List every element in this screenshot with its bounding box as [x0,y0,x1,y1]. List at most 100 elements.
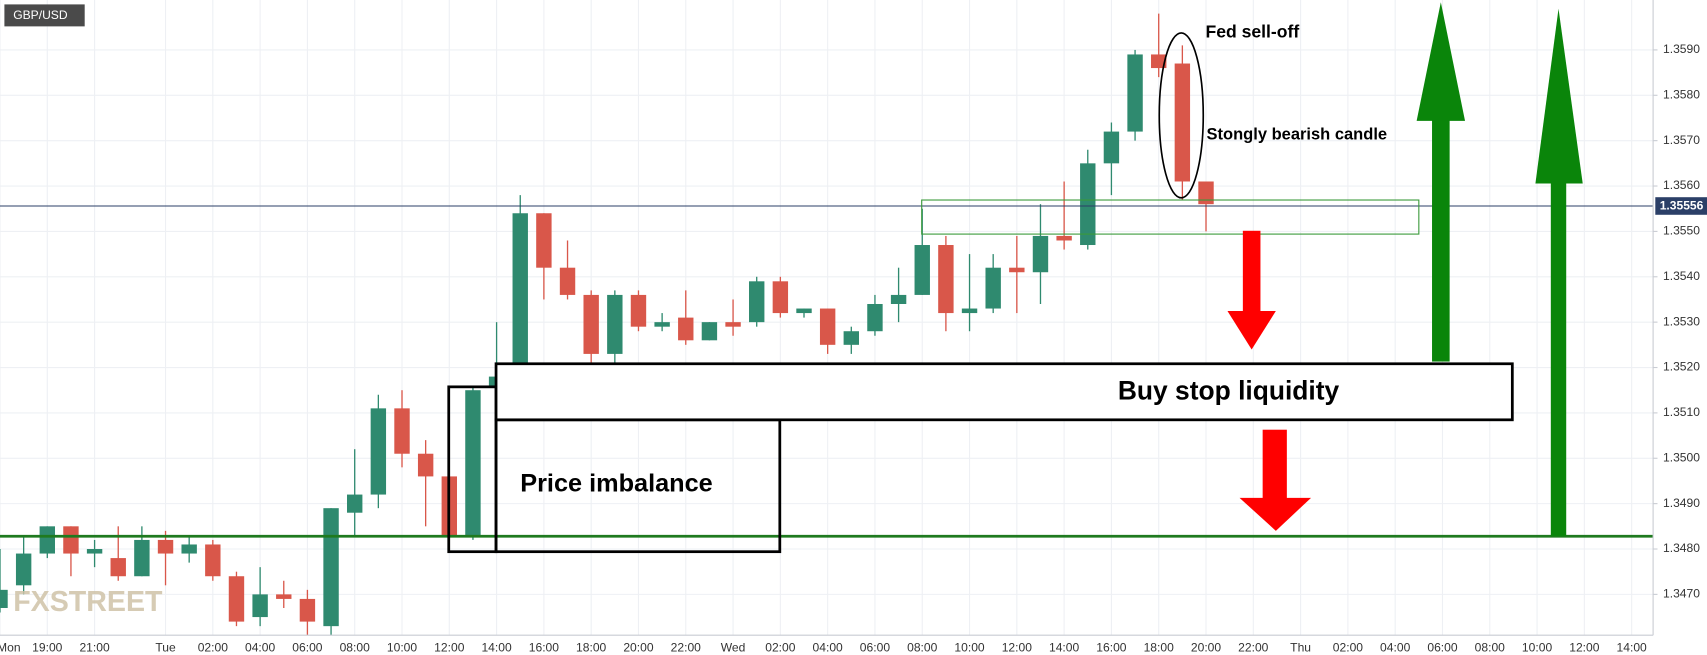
candle-body [536,213,552,268]
candle-body [1080,163,1096,246]
candle-body [39,526,55,554]
candle-ellipse [1158,32,1205,199]
x-tick-label: 10:00 [1522,641,1553,655]
symbol: GBP/USD [13,8,68,22]
candle-body [914,245,930,295]
candle-body [559,267,576,295]
x-tick-label: 14:00 [481,641,512,655]
x-tick-label: 04:00 [245,641,276,655]
candle-body [796,308,812,314]
candle-body [157,539,174,554]
x-tick-label: 06:00 [1427,641,1458,655]
y-tick-label: 1.3470 [1663,587,1700,601]
last-price-label: 1.35556 [1660,199,1704,213]
candle-body [465,390,481,536]
demand-zone [921,199,1420,235]
annotation: Stongly bearish candle [1207,126,1388,144]
candle-body [843,331,859,345]
candle-body [867,303,883,332]
candle-body [1127,54,1143,132]
x-tick-label: 18:00 [576,641,607,655]
candle-body [276,594,292,599]
y-tick-label: 1.3510 [1663,405,1700,419]
annotation: Buy stop liquidity [1118,375,1340,405]
x-tick-label: 02:00 [1333,641,1364,655]
candle-body [299,598,316,622]
y-tick-label: 1.3590 [1663,42,1700,56]
candle-body [630,294,647,327]
y-tick-label: 1.3480 [1663,541,1700,555]
annotations: Fed sell-off Stongly bearish candle Buy … [0,2,1654,618]
arrow-shaft [1242,230,1261,314]
candles [0,13,1654,636]
candle-body [1151,54,1167,69]
candle-body [725,322,741,327]
y-tick-label: 1.3490 [1663,496,1700,510]
x-tick-label: 06:00 [292,641,323,655]
x-tick-label: 16:00 [529,641,560,655]
y-tick-label: 1.3530 [1663,314,1700,328]
liquidity-box [494,362,1514,422]
x-tick-label: 06:00 [860,641,891,655]
x-tick-label: 22:00 [671,641,702,655]
candle-body [772,281,789,314]
axes: 1.3470 1.3480 1.3490 1.3500 1.3510 1.3520 1.35… [0,42,1707,655]
x-tick-label: 21:00 [79,641,110,655]
candle-body [654,322,670,327]
candle-body [1103,131,1120,164]
candle-body [347,494,363,513]
x-tick-label: 04:00 [1380,641,1411,655]
candle-body [86,549,103,554]
x-tick-label: 10:00 [387,641,418,655]
candle-body [228,576,245,622]
candle-body [678,317,694,341]
annotation: Fed sell-off [1205,22,1299,42]
arrow-shaft [1432,118,1450,362]
annotation: Price imbalance [520,469,712,497]
x-tick-label: 04:00 [813,641,844,655]
candle-body [607,294,623,354]
arrow-head [1227,311,1276,350]
candle-body [394,408,410,454]
candle-body [1174,63,1191,182]
x-tick-label: Thu [1290,641,1311,655]
y-tick-label: 1.3500 [1663,450,1700,464]
candle-body [110,558,126,577]
y-tick-label: 1.3560 [1663,178,1700,192]
arrow-head [1535,8,1583,184]
x-tick-label: 18:00 [1144,641,1175,655]
candle-body [323,508,339,627]
candle-body [819,308,836,345]
candle-body [205,544,221,577]
watermark: FXSTREET [13,586,163,618]
candle-body [512,213,528,373]
x-tick-label: 19:00 [32,641,63,655]
x-tick-label: 16:00 [1096,641,1127,655]
candle-body [181,544,197,554]
candle-body [1056,235,1072,241]
candle-body [961,308,978,314]
x-tick-label: 20:00 [1191,641,1222,655]
x-tick-label: Tue [155,641,176,655]
candle-body [890,294,907,304]
symbol-badge [4,4,85,27]
candle-body [252,594,268,618]
candle-body [63,526,79,554]
x-tick-label: 02:00 [198,641,229,655]
candle-body [985,267,1001,309]
candle-body [701,322,718,341]
y-tick-label: 1.3540 [1663,269,1700,283]
candle-body [583,294,599,354]
candle-body [1009,267,1025,273]
x-tick-label: Wed [721,641,746,655]
last-price-badge [1655,197,1707,215]
x-tick-label: 12:00 [434,641,465,655]
arrow-shaft [1262,429,1287,501]
arrow-head [1239,497,1312,531]
candle-body [1198,181,1214,205]
x-tick-label: 08:00 [1475,641,1506,655]
x-tick-label: 14:00 [1049,641,1080,655]
x-tick-label: 10:00 [954,641,985,655]
x-tick-label: Mon [0,641,21,655]
x-tick-label: 14:00 [1617,641,1648,655]
